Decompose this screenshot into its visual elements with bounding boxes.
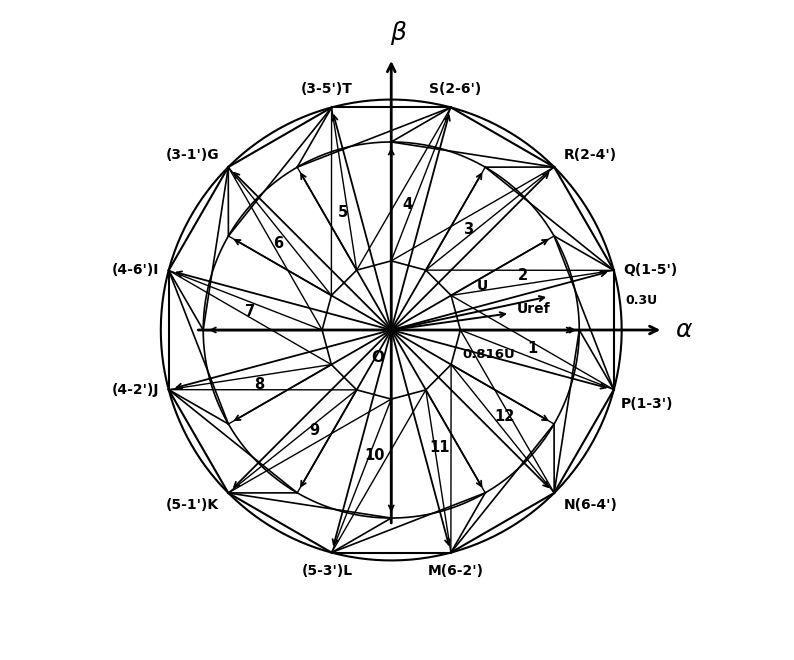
Text: S(2-6'): S(2-6') — [430, 82, 482, 96]
Text: U: U — [477, 279, 488, 293]
Text: M(6-2'): M(6-2') — [427, 564, 484, 578]
Text: 0.816U: 0.816U — [463, 348, 515, 362]
Text: Uref: Uref — [517, 302, 550, 315]
Text: (5-1')K: (5-1')K — [166, 498, 219, 512]
Text: $\alpha$: $\alpha$ — [675, 318, 693, 342]
Text: 4: 4 — [403, 197, 413, 212]
Text: 10: 10 — [364, 448, 385, 463]
Text: R(2-4'): R(2-4') — [564, 148, 616, 162]
Text: (3-1')G: (3-1')G — [165, 148, 219, 162]
Text: 11: 11 — [430, 440, 450, 455]
Text: N(6-4'): N(6-4') — [564, 498, 617, 512]
Text: 6: 6 — [273, 236, 283, 251]
Text: (5-3')L: (5-3')L — [302, 564, 353, 578]
Text: 1: 1 — [528, 341, 538, 356]
Text: P(1-3'): P(1-3') — [621, 397, 673, 411]
Text: 8: 8 — [254, 377, 264, 392]
Text: 12: 12 — [495, 409, 515, 424]
Text: 0.3U: 0.3U — [626, 294, 657, 307]
Text: 7: 7 — [245, 304, 255, 319]
Text: 5: 5 — [337, 205, 348, 220]
Text: (4-6')I: (4-6')I — [112, 263, 160, 277]
Text: 2: 2 — [518, 268, 528, 283]
Text: $\beta$: $\beta$ — [390, 18, 407, 47]
Text: 9: 9 — [309, 423, 319, 438]
Text: (3-5')T: (3-5')T — [301, 82, 353, 96]
Text: Q(1-5'): Q(1-5') — [623, 263, 677, 277]
Text: O: O — [371, 350, 384, 365]
Text: (4-2')J: (4-2')J — [112, 383, 160, 397]
Text: 3: 3 — [464, 222, 473, 237]
